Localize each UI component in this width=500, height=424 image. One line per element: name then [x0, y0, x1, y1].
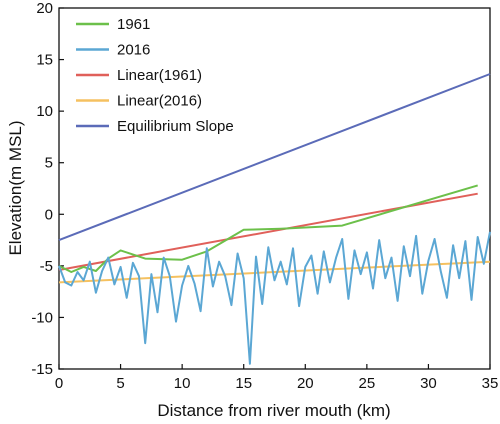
legend-label-2016: 2016: [117, 42, 150, 59]
x-tick-label: 35: [482, 375, 499, 392]
y-tick-label: 5: [45, 155, 53, 172]
y-tick-label: 20: [36, 0, 53, 17]
y-tick-label: 10: [36, 103, 53, 120]
series-line-linear-1961: [58, 192, 478, 271]
x-tick-label: 30: [420, 375, 437, 392]
series-line-equilibrium-slope: [58, 73, 491, 242]
y-tick-label: -15: [31, 361, 53, 378]
y-tick-label: 0: [45, 206, 53, 223]
series-line-1961: [58, 184, 478, 273]
x-tick-label: 15: [235, 375, 252, 392]
legend-label-linear-2016: Linear(2016): [117, 93, 202, 110]
series-line-2016: [58, 231, 491, 365]
x-tick-label: 25: [359, 375, 376, 392]
legend-label-equilibrium-slope: Equilibrium Slope: [117, 118, 234, 135]
x-tick-label: 20: [297, 375, 314, 392]
x-axis-title: Distance from river mouth (km): [157, 401, 390, 420]
y-tick-label: -10: [31, 309, 53, 326]
y-axis-title: Elevation(m MSL): [6, 120, 25, 255]
legend-label-linear-1961: Linear(1961): [117, 67, 202, 84]
x-tick-label: 10: [174, 375, 191, 392]
plot-frame: [58, 7, 491, 370]
x-tick-label: 5: [116, 375, 124, 392]
y-tick-label: -5: [40, 258, 53, 275]
legend-label-1961: 1961: [117, 16, 150, 33]
y-tick-label: 15: [36, 52, 53, 69]
x-tick-label: 0: [55, 375, 63, 392]
